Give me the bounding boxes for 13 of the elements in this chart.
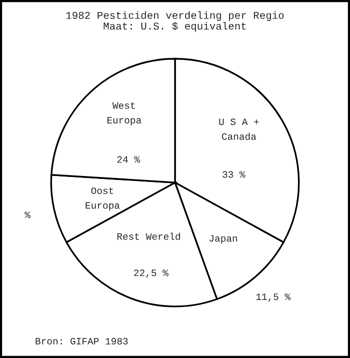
data-label: 24 % (117, 156, 140, 163)
data-label: % (24, 212, 30, 218)
chart-subtitle: Maat: U.S. $ equivalent (104, 22, 246, 32)
text: Bron: GIFAP 1983 (36, 338, 128, 344)
chart-title: 1982 Pesticiden verdeling per Regio (66, 11, 284, 21)
data-label: 33 % (222, 171, 246, 178)
slice-label: U S A + Canada (219, 118, 259, 140)
data-label: 11,5 % (256, 294, 291, 302)
slice-label: Japan (210, 235, 237, 244)
slice-label: Rest Wereld (117, 232, 180, 240)
slice-label: West Europa (107, 102, 142, 126)
data-label: 22,5 % (134, 270, 168, 278)
slice-label: Oost Europa (86, 187, 120, 211)
